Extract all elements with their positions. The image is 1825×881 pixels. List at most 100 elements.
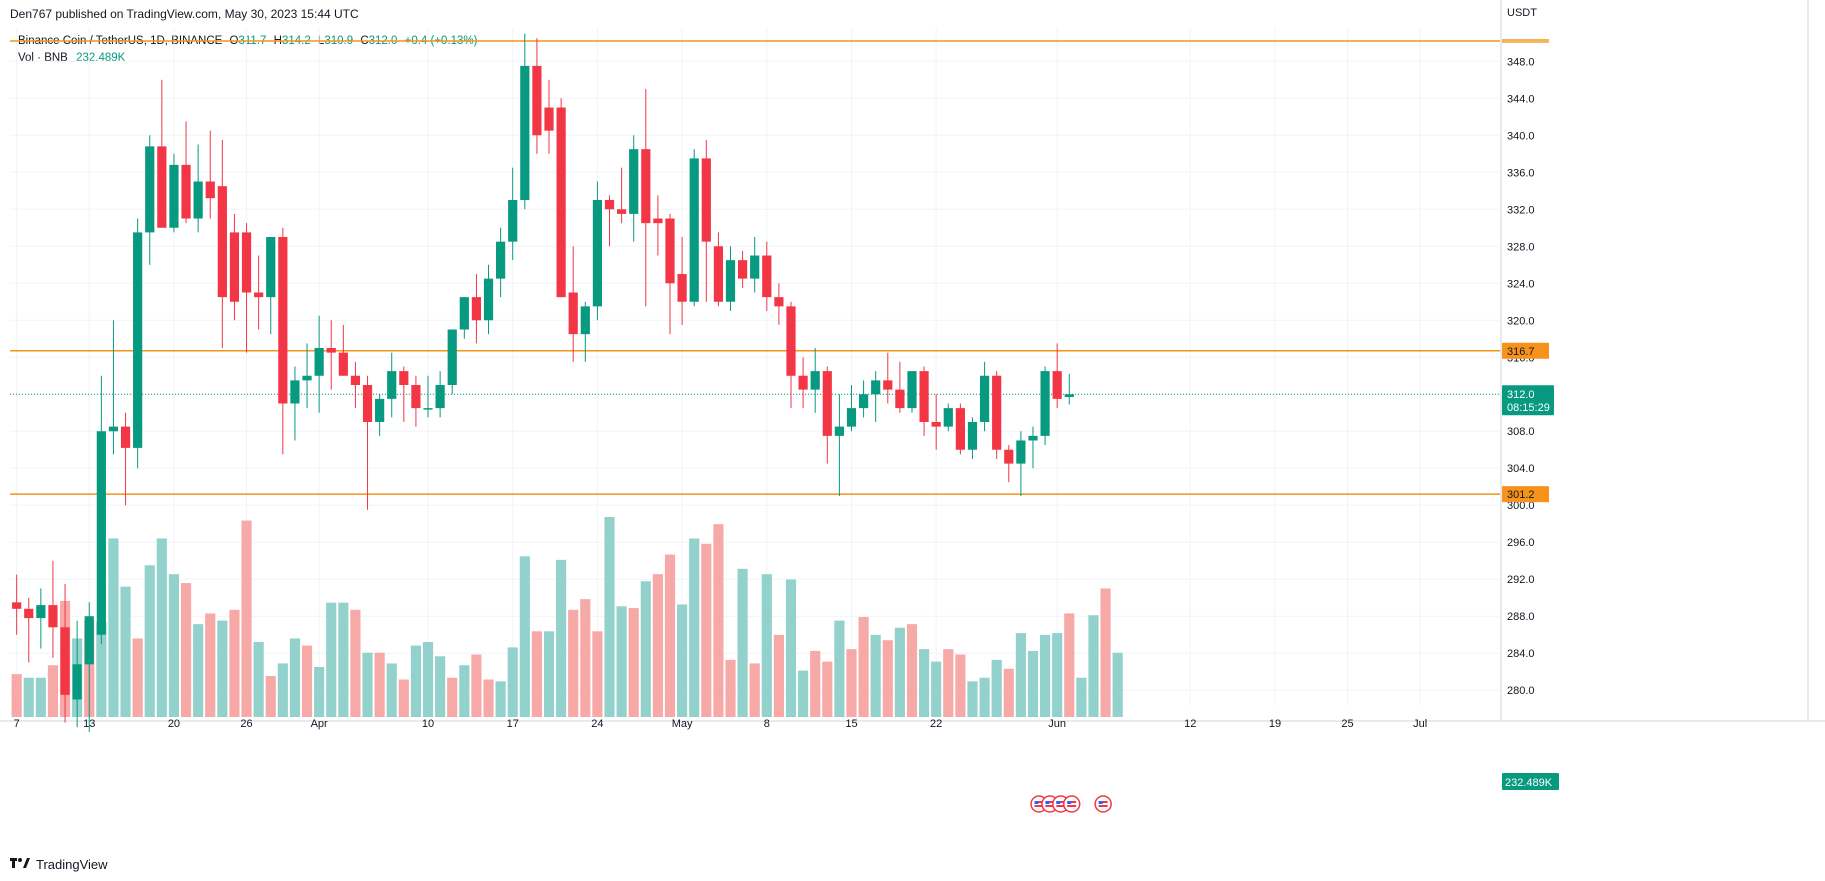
volume-bar [616,606,627,717]
publisher-line: Den767 published on TradingView.com, May… [10,7,359,21]
candle-body [943,408,953,427]
candle-body [1016,440,1026,464]
candle [48,560,58,658]
price-tick-label: 336.0 [1507,167,1535,179]
candle-body [556,107,566,298]
volume-bar [991,659,1002,717]
volume-bar [241,520,252,717]
volume-bar [120,586,131,717]
candle-body [653,218,663,224]
candle-body [314,348,324,376]
candle-body [1028,435,1038,441]
candle-body [967,421,978,450]
candle [604,195,615,247]
volume-bar [217,620,228,717]
candle [241,223,252,353]
candle-body [496,241,506,279]
us-flag-event-icon [1094,795,1112,813]
candle [314,315,324,413]
candle [617,167,627,224]
candle-body [617,209,627,214]
candle-body [738,260,748,279]
candle-body [774,297,784,307]
candle [338,324,348,376]
price-tick-label: 324.0 [1507,278,1535,290]
flag-canton [1045,801,1050,804]
price-tick-label: 284.0 [1507,648,1535,660]
volume-bar [761,574,772,717]
candle [36,588,46,649]
candle-body [846,408,857,427]
volume-bar [1015,633,1026,717]
flag-canton [1098,801,1103,804]
candle-body [217,186,227,298]
candle [157,79,167,228]
volume-bar [23,677,34,717]
volume-bar [785,579,797,717]
volume-bar [1052,633,1063,717]
candle-body [24,608,34,619]
candle-body [423,408,433,410]
time-axis: 7 13 20 26 Apr 10 17 24 May 8 15 22 Jun 12 19 25 Jul [14,718,1428,730]
volume-bar [47,665,59,717]
candle [544,79,554,154]
candle-body [48,605,58,628]
candle [1016,431,1026,496]
time-tick-label: Jul [1413,718,1427,730]
volume-bar [435,656,446,717]
candle-body [992,375,1002,450]
level-price-tag [1502,342,1549,359]
candle-body [532,65,542,136]
candle [774,283,784,325]
candle [459,297,469,339]
volume-bar [193,624,204,717]
candle [1004,445,1014,483]
last-price-tag [1502,385,1554,416]
candle-body [871,380,881,395]
volume-tag-value: 232.489K [1505,777,1553,789]
candle [108,320,119,455]
candle [350,361,361,409]
candle-body [725,260,736,302]
volume-bar [108,538,119,717]
candle [1052,343,1062,409]
candle [834,394,844,496]
volume-bar [35,677,46,717]
flag-stripe [1067,801,1077,803]
price-tick-label: 292.0 [1507,574,1535,586]
candle [520,33,530,210]
candle [278,227,288,455]
candle [96,375,106,644]
candle [254,255,264,330]
time-tick-label: 24 [591,718,603,730]
level-top-marker [1502,38,1549,43]
price-tick-label: 340.0 [1507,130,1535,142]
price-tick-label: 328.0 [1507,241,1535,253]
candle [931,394,941,450]
candle [1040,366,1050,446]
tradingview-logo[interactable]: TradingView [10,856,108,872]
volume-bar [374,652,385,717]
volume-bar [289,638,301,717]
candle [641,89,651,307]
candle-body [169,164,179,228]
candle [665,213,675,335]
tradingview-logo-icon [10,856,32,872]
candle-body [907,371,917,409]
candle-body [895,389,905,409]
flag-stripe [1098,801,1108,803]
price-tick-label: 308.0 [1507,426,1535,438]
volume-bar [894,627,905,717]
level-price-tag-text: 316.7 [1507,346,1535,358]
volume-bar [229,609,240,717]
candle [447,329,457,395]
candle [762,241,772,312]
candle [120,412,131,506]
time-tick-label: 12 [1184,718,1196,730]
volume-bar [350,609,361,717]
volume-bar [168,574,180,717]
candle-body [96,431,106,635]
volume-bar [132,638,143,717]
volume-bar [568,609,579,717]
